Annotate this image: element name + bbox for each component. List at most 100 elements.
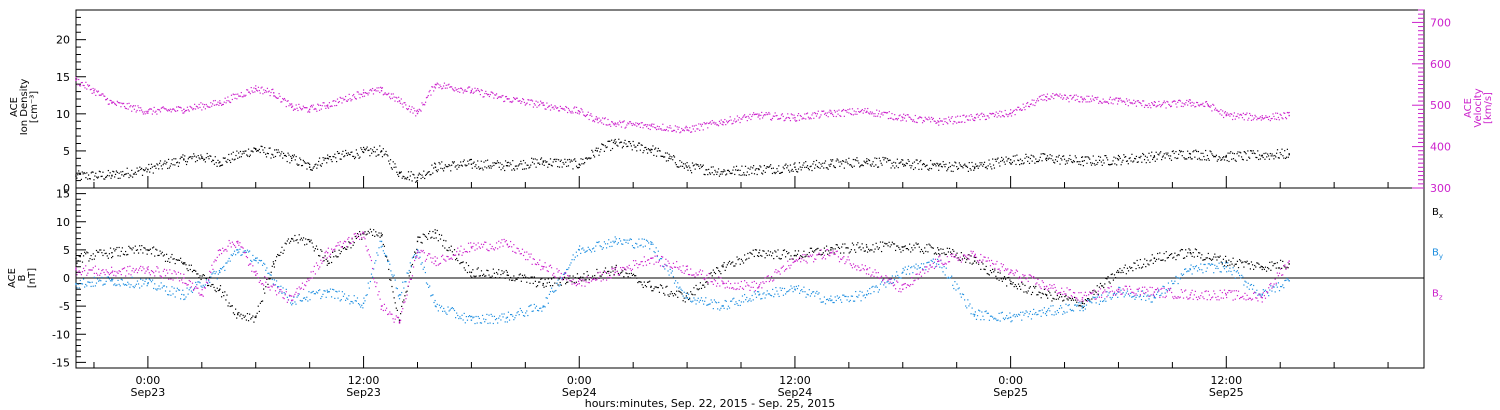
density-series-sample — [995, 160, 997, 162]
bx-series-sample — [422, 233, 424, 235]
by-series-sample — [446, 313, 448, 316]
bx-series-sample — [888, 241, 890, 243]
bx-series-sample — [139, 245, 141, 247]
bx-series-sample — [1236, 260, 1239, 262]
density-series-point — [1081, 160, 1084, 162]
by-series-sample — [409, 262, 411, 264]
bx-series-sample — [899, 248, 901, 250]
bx-series-sample — [1196, 255, 1199, 258]
bx-series-sample — [1195, 249, 1198, 251]
bx-series-sample — [1269, 261, 1271, 264]
bx-series-sample — [960, 252, 962, 254]
by-series-sample — [598, 241, 600, 243]
velocity-series-sample — [1151, 102, 1153, 104]
density-series-sample — [640, 144, 642, 146]
density-series-sample — [163, 162, 165, 164]
by-series-sample — [985, 310, 987, 312]
velocity-series-sample — [1022, 103, 1024, 105]
velocity-series-sample — [947, 123, 949, 125]
density-series-sample — [1181, 155, 1183, 157]
density-series-sample — [435, 169, 437, 171]
bx-series-sample — [1081, 301, 1083, 303]
bx-series-sample — [971, 263, 973, 265]
density-series-sample — [695, 163, 697, 165]
bx-series-sample — [646, 281, 649, 283]
bx-series-sample — [119, 255, 121, 257]
velocity-series-sample — [1071, 98, 1073, 100]
density-series-sample — [732, 169, 734, 171]
density-series-sample — [947, 168, 949, 170]
density-series-sample — [1027, 160, 1029, 162]
by-series-sample — [736, 302, 738, 305]
velocity-series-sample — [1036, 100, 1038, 102]
density-series-sample — [535, 166, 537, 168]
by-series-sample — [818, 292, 820, 294]
by-series-sample — [805, 296, 807, 298]
density-series-sample — [1067, 160, 1069, 162]
bx-series-sample — [437, 240, 439, 242]
density-series-sample — [231, 158, 233, 160]
velocity-series-sample — [495, 94, 497, 96]
bx-series-sample — [615, 264, 617, 266]
by-series-sample — [722, 304, 724, 307]
by-series-sample — [321, 295, 323, 298]
by-series-point — [1153, 296, 1156, 299]
density-series-sample — [999, 165, 1001, 167]
by-series-sample — [204, 284, 207, 286]
velocity-series-sample — [475, 90, 477, 92]
velocity-series-sample — [463, 90, 465, 92]
bx-series-sample — [355, 237, 357, 240]
bx-series-sample — [1213, 256, 1215, 258]
density-series-sample — [1102, 159, 1104, 161]
density-series-sample — [600, 148, 602, 151]
density-series-sample — [384, 153, 386, 155]
velocity-series-sample — [529, 104, 531, 106]
density-series-sample — [1123, 154, 1125, 156]
bx-series-sample — [335, 255, 337, 257]
by-series-sample — [206, 282, 209, 285]
bx-series-sample — [609, 274, 611, 277]
velocity-series-sample — [826, 112, 828, 114]
velocity-series-sample — [508, 98, 510, 100]
density-series-sample — [1132, 161, 1134, 163]
velocity-series-sample — [954, 121, 956, 123]
velocity-series-sample — [940, 120, 943, 122]
velocity-series-sample — [452, 89, 455, 91]
bx-series-sample — [1275, 267, 1277, 269]
density-series-sample — [1148, 152, 1150, 154]
density-series-sample — [1162, 155, 1164, 157]
density-series-sample — [75, 173, 77, 176]
density-series-sample — [1226, 159, 1228, 162]
density-series-sample — [551, 165, 553, 167]
by-series-point — [506, 316, 509, 319]
density-series-sample — [1258, 154, 1261, 156]
bx-series-sample — [505, 269, 507, 272]
bx-series-sample — [955, 254, 957, 256]
density-series-sample — [249, 154, 251, 156]
velocity-series-sample — [96, 91, 99, 93]
bx-series-sample — [549, 285, 552, 287]
density-series-sample — [483, 161, 485, 163]
velocity-series-sample — [617, 122, 619, 124]
bx-series-sample — [78, 255, 80, 257]
bx-series-sample — [1146, 259, 1148, 262]
density-series-sample — [426, 172, 428, 174]
density-series-sample — [105, 176, 108, 178]
by-series-sample — [581, 248, 583, 250]
bx-series-sample — [357, 235, 360, 238]
velocity-series-sample — [774, 112, 776, 114]
bx-series-sample — [326, 264, 328, 266]
density-series-sample — [371, 152, 373, 154]
by-series-sample — [714, 301, 717, 303]
velocity-series-sample — [277, 97, 279, 99]
bx-series-sample — [825, 245, 828, 247]
density-series-sample — [1094, 164, 1096, 166]
by-series-sample — [337, 297, 339, 299]
density-series-sample — [1012, 155, 1014, 157]
density-series-sample — [486, 167, 488, 169]
velocity-series-sample — [1123, 100, 1125, 102]
velocity-series-sample — [158, 109, 160, 111]
bx-series-sample — [449, 249, 451, 251]
velocity-series-sample — [592, 120, 594, 122]
density-series-sample — [1175, 151, 1177, 153]
